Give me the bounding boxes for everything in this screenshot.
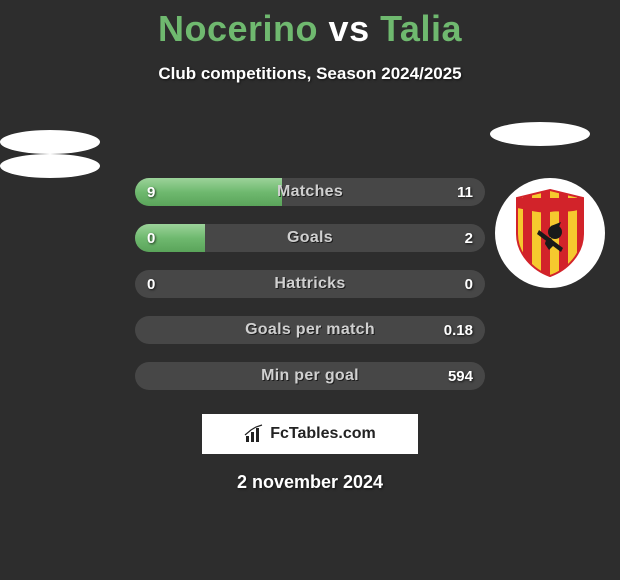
stat-value-right: 0 [465,270,473,298]
date-label: 2 november 2024 [0,472,620,493]
stat-value-right: 0.18 [444,316,473,344]
vs-label: vs [329,8,370,49]
stat-value-right: 2 [465,224,473,252]
stat-value-left: 9 [147,178,155,206]
stat-label: Min per goal [135,362,485,390]
brand-chart-icon [244,424,264,444]
stat-label: Hattricks [135,270,485,298]
stat-value-left: 0 [147,224,155,252]
player1-name: Nocerino [158,8,318,49]
avatar-placeholder-left-2 [0,154,100,178]
stat-value-right: 594 [448,362,473,390]
stat-rows: Matches911Goals02Hattricks00Goals per ma… [135,178,485,390]
infographic-container: Nocerino vs Talia Club competitions, Sea… [0,0,620,493]
avatar-placeholder-right-1 [490,122,590,146]
brand-text: FcTables.com [270,425,376,443]
stat-label: Goals per match [135,316,485,344]
team-badge-right [495,178,605,288]
stat-row: Goals per match0.18 [135,316,485,344]
subtitle: Club competitions, Season 2024/2025 [0,64,620,84]
avatar-placeholder-left-1 [0,130,100,154]
stat-row: Min per goal594 [135,362,485,390]
player2-name: Talia [380,8,462,49]
stat-row: Hattricks0 0 [135,270,485,298]
stat-label: Goals [135,224,485,252]
benevento-badge-icon [511,188,589,278]
content-area: Matches911Goals02Hattricks00Goals per ma… [0,130,620,493]
stat-value-right: 11 [457,178,473,206]
stat-row: Matches9 11 [135,178,485,206]
brand-box: FcTables.com [202,414,418,454]
stat-value-left: 0 [147,270,155,298]
stat-row: Goals0 2 [135,224,485,252]
comparison-title: Nocerino vs Talia [0,8,620,50]
stat-label: Matches [135,178,485,206]
